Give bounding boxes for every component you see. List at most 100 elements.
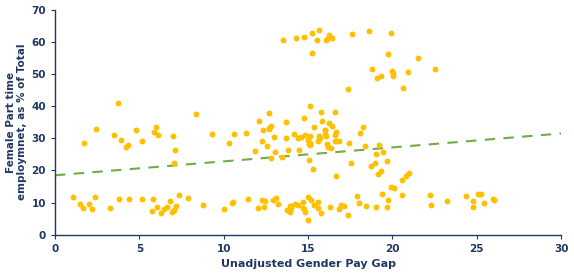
Point (258, 198, 267, 203)
Point (469, 198, 478, 203)
Point (356, 131, 365, 135)
Point (315, 134, 324, 138)
Point (300, 34, 309, 39)
Point (270, 135, 279, 140)
Point (318, 118, 327, 123)
Point (69, 195, 78, 199)
Point (282, 120, 291, 124)
Point (289, 132, 298, 137)
Point (387, 185, 396, 189)
Point (287, 206, 296, 210)
Point (414, 56, 423, 60)
Point (313, 205, 322, 210)
Point (382, 205, 391, 209)
Point (259, 205, 269, 209)
Point (330, 110, 339, 114)
Point (473, 192, 482, 196)
Point (371, 160, 380, 165)
Point (272, 196, 281, 201)
Point (430, 67, 440, 71)
Point (75, 202, 84, 206)
Point (114, 101, 123, 105)
Point (313, 139, 323, 143)
Point (317, 110, 326, 114)
Point (219, 207, 228, 211)
Point (287, 204, 296, 208)
Point (309, 167, 318, 171)
Point (298, 206, 308, 210)
Point (389, 74, 398, 78)
Point (299, 207, 308, 211)
Point (121, 145, 130, 149)
Point (303, 138, 312, 142)
Point (336, 203, 346, 208)
Point (383, 52, 393, 57)
Point (85, 202, 94, 207)
Point (301, 133, 310, 138)
Point (307, 198, 316, 202)
Point (364, 29, 373, 33)
Point (224, 141, 233, 145)
Point (308, 31, 317, 35)
Point (305, 104, 315, 109)
Point (183, 196, 192, 200)
Point (327, 145, 336, 150)
Point (263, 144, 272, 148)
Point (305, 143, 315, 147)
Point (426, 203, 436, 208)
Point (285, 204, 294, 208)
Point (371, 152, 381, 156)
Point (401, 174, 410, 178)
Point (321, 128, 330, 132)
Point (374, 172, 383, 177)
Point (386, 31, 395, 35)
Point (131, 128, 141, 133)
Point (297, 135, 306, 139)
Point (377, 169, 386, 173)
Point (265, 126, 274, 131)
Point (309, 202, 318, 207)
Point (281, 136, 290, 140)
X-axis label: Unadjusted Gender Pay Gap: Unadjusted Gender Pay Gap (220, 259, 395, 270)
Point (309, 125, 319, 129)
Point (388, 70, 397, 75)
Point (332, 174, 341, 178)
Point (315, 28, 324, 32)
Point (207, 132, 216, 136)
Point (383, 197, 393, 202)
Point (191, 112, 200, 117)
Point (159, 206, 168, 211)
Point (324, 121, 333, 125)
Point (166, 199, 175, 203)
Point (425, 193, 435, 197)
Point (116, 138, 125, 142)
Point (397, 177, 406, 182)
Point (106, 206, 115, 210)
Point (149, 197, 158, 202)
Point (169, 134, 178, 138)
Point (170, 148, 180, 152)
Point (79, 206, 88, 211)
Point (305, 142, 314, 146)
Point (304, 218, 313, 222)
Point (468, 205, 478, 209)
Point (283, 148, 292, 152)
Point (170, 161, 179, 165)
Point (322, 37, 331, 41)
Point (270, 150, 280, 155)
Point (347, 32, 356, 36)
Point (331, 139, 340, 143)
Point (291, 202, 300, 206)
Point (320, 131, 329, 136)
Point (151, 125, 160, 129)
Point (91, 195, 100, 199)
Point (150, 130, 159, 134)
Point (331, 133, 340, 137)
Point (301, 209, 310, 214)
Point (157, 211, 166, 216)
Point (260, 199, 269, 204)
Point (332, 139, 341, 144)
Point (376, 74, 385, 79)
Point (293, 203, 302, 207)
Point (343, 86, 352, 91)
